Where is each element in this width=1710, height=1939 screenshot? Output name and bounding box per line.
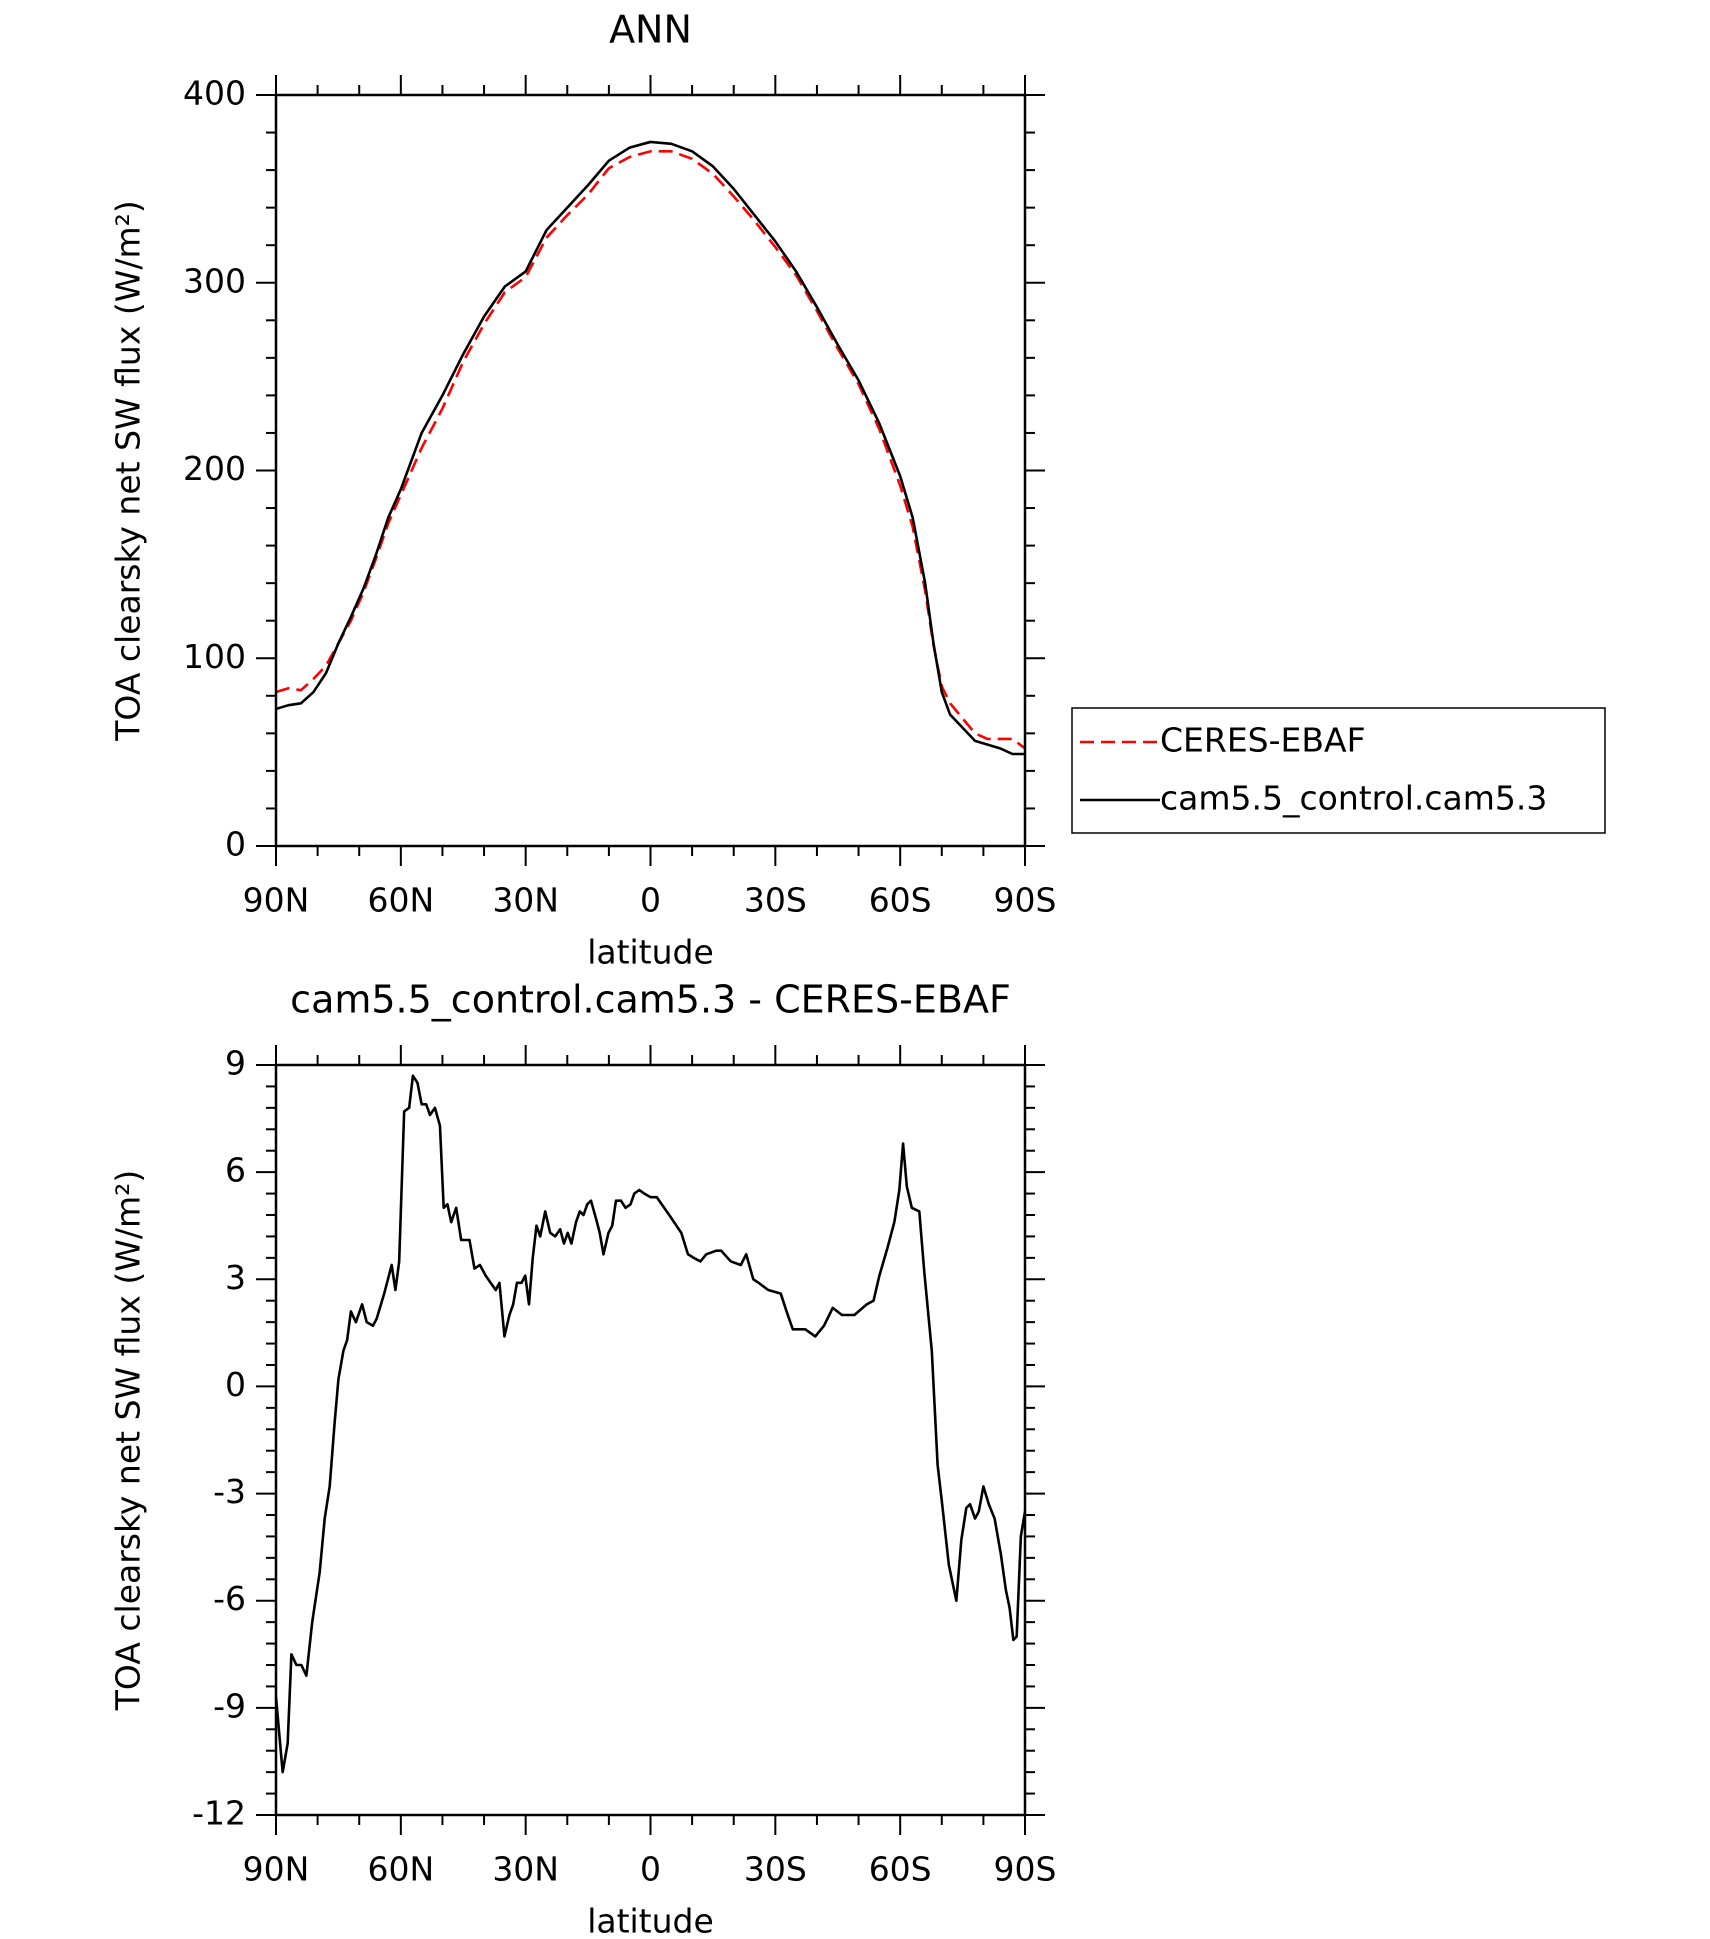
x-tick-label: 30S — [744, 1850, 807, 1889]
x-tick-label: 60N — [367, 1850, 434, 1889]
y-tick-label: -6 — [213, 1579, 246, 1618]
y-tick-label: -3 — [213, 1472, 246, 1511]
chart-title: cam5.5_control.cam5.3 - CERES-EBAF — [290, 978, 1011, 1022]
y-tick-label: 100 — [183, 637, 246, 676]
y-axis-label: TOA clearsky net SW flux (W/m²) — [109, 1170, 148, 1711]
y-tick-label: -9 — [213, 1686, 246, 1725]
x-axis-label: latitude — [587, 933, 714, 972]
legend-label: cam5.5_control.cam5.3 — [1160, 779, 1547, 818]
x-tick-label: 90S — [994, 881, 1057, 920]
x-tick-label: 90S — [994, 1850, 1057, 1889]
y-tick-label: 9 — [225, 1044, 246, 1083]
x-axis-label: latitude — [587, 1902, 714, 1939]
x-tick-label: 60N — [367, 881, 434, 920]
x-tick-label: 0 — [640, 1850, 661, 1889]
data-line — [275, 140, 1025, 756]
y-tick-label: 0 — [225, 1365, 246, 1404]
y-tick-label: 200 — [183, 449, 246, 488]
y-tick-label: 6 — [225, 1151, 246, 1190]
x-tick-label: 60S — [869, 1850, 932, 1889]
x-tick-label: 90N — [243, 1850, 310, 1889]
y-tick-label: 300 — [183, 261, 246, 300]
x-tick-label: 0 — [640, 881, 661, 920]
y-axis-label: TOA clearsky net SW flux (W/m²) — [109, 200, 148, 741]
data-line — [275, 150, 1026, 750]
y-tick-label: 400 — [183, 74, 246, 113]
y-tick-label: -12 — [192, 1794, 246, 1833]
x-tick-label: 30N — [492, 1850, 559, 1889]
x-tick-label: 60S — [869, 881, 932, 920]
data-line — [274, 1074, 1027, 1774]
legend-box — [1071, 707, 1606, 834]
legend-label: CERES-EBAF — [1160, 721, 1366, 760]
chart-title: ANN — [609, 8, 692, 52]
x-tick-label: 30S — [744, 881, 807, 920]
plot-frame — [274, 1063, 1027, 1817]
x-tick-label: 30N — [492, 881, 559, 920]
y-tick-label: 3 — [225, 1258, 246, 1297]
y-tick-label: 0 — [225, 825, 246, 864]
plot-frame — [274, 93, 1027, 848]
x-tick-label: 90N — [243, 881, 310, 920]
